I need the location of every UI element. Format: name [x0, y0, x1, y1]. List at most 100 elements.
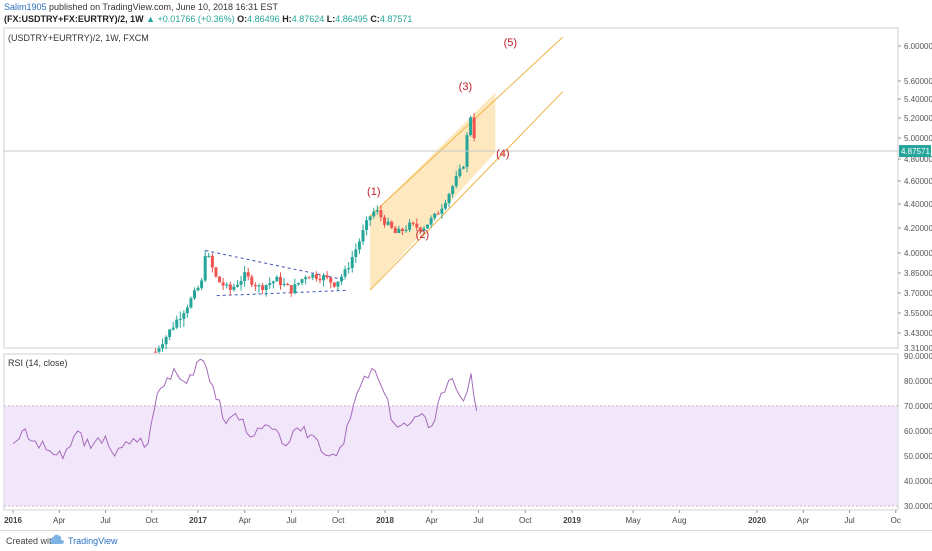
candle-up[interactable]: [239, 281, 243, 285]
candle-down[interactable]: [400, 228, 404, 231]
candle-up[interactable]: [368, 216, 372, 221]
candle-up[interactable]: [300, 279, 304, 283]
candle-down[interactable]: [318, 278, 322, 281]
candle-down[interactable]: [286, 283, 290, 286]
candle-up[interactable]: [372, 211, 376, 217]
candle-up[interactable]: [282, 283, 286, 286]
candle-up[interactable]: [357, 241, 361, 250]
candle-down[interactable]: [289, 285, 293, 294]
candle-down[interactable]: [228, 284, 232, 290]
candle-up[interactable]: [354, 249, 358, 257]
candle-up[interactable]: [161, 344, 165, 349]
candle-down[interactable]: [214, 267, 218, 277]
candle-up[interactable]: [311, 274, 315, 278]
candle-down[interactable]: [221, 282, 225, 286]
candle-down[interactable]: [253, 284, 257, 287]
candle-up[interactable]: [243, 272, 247, 282]
candle-up[interactable]: [207, 255, 211, 257]
candle-down[interactable]: [325, 275, 329, 278]
candle-up[interactable]: [185, 307, 189, 314]
candle-up[interactable]: [157, 348, 161, 352]
candle-up[interactable]: [375, 210, 379, 212]
candle-up[interactable]: [192, 290, 196, 299]
candle-down[interactable]: [218, 276, 222, 283]
candle-down[interactable]: [379, 210, 383, 218]
candle-up[interactable]: [422, 228, 426, 231]
candle-up[interactable]: [433, 213, 437, 219]
price-pane[interactable]: 3.31000 3.43000 3.55000 3.70000 3.85000 4.000…: [3, 27, 932, 355]
candle-down[interactable]: [261, 285, 265, 291]
candle-up[interactable]: [196, 287, 200, 291]
candle-up[interactable]: [203, 256, 207, 281]
candle-up[interactable]: [451, 186, 455, 194]
tradingview-brand-link[interactable]: TradingView: [68, 536, 118, 546]
candle-up[interactable]: [164, 337, 168, 345]
candle-up[interactable]: [404, 229, 408, 231]
candle-up[interactable]: [365, 220, 369, 231]
candle-up[interactable]: [447, 193, 451, 203]
candle-up[interactable]: [182, 313, 186, 319]
candle-up[interactable]: [440, 208, 444, 214]
time-axis-label: 2018: [376, 516, 394, 525]
candle-up[interactable]: [322, 275, 326, 281]
candle-up[interactable]: [168, 329, 172, 338]
candle-up[interactable]: [296, 282, 300, 285]
candle-down[interactable]: [210, 255, 214, 268]
candle-up[interactable]: [408, 222, 412, 230]
candle-up[interactable]: [469, 117, 473, 136]
candle-down[interactable]: [472, 117, 476, 139]
time-axis[interactable]: 2016 Apr Jul Oct 2017 Apr Jul Oct 2018 Apr Jul Oct 2…: [4, 510, 901, 525]
candle-up[interactable]: [454, 176, 458, 187]
candle-up[interactable]: [257, 285, 261, 287]
rsi-line: [12, 358, 478, 460]
candle-down[interactable]: [383, 217, 387, 225]
candle-up[interactable]: [336, 281, 340, 287]
candle-down[interactable]: [314, 274, 318, 279]
rsi-pane[interactable]: 30.0000 40.0000 50.0000 60.0000 70.0000 80.00…: [3, 352, 932, 511]
candle-down[interactable]: [250, 276, 254, 285]
candle-up[interactable]: [275, 276, 279, 282]
candle-down[interactable]: [418, 227, 422, 231]
candle-down[interactable]: [393, 227, 397, 233]
author-link[interactable]: Salim1905: [4, 2, 47, 12]
candle-up[interactable]: [175, 319, 179, 328]
candle-up[interactable]: [232, 286, 236, 290]
candle-up[interactable]: [426, 224, 430, 229]
candle-down[interactable]: [390, 221, 394, 228]
candle-down[interactable]: [307, 277, 311, 279]
candle-up[interactable]: [339, 276, 343, 282]
candle-up[interactable]: [343, 269, 347, 277]
candle-up[interactable]: [268, 283, 272, 286]
candle-down[interactable]: [279, 276, 283, 286]
candle-up[interactable]: [386, 221, 390, 225]
candle-up[interactable]: [178, 318, 182, 320]
candle-up[interactable]: [458, 168, 462, 177]
candle-down[interactable]: [329, 277, 333, 283]
candle-up[interactable]: [235, 284, 239, 287]
candle-up[interactable]: [443, 202, 447, 209]
candle-down[interactable]: [411, 222, 415, 224]
candle-up[interactable]: [264, 285, 268, 291]
candle-down[interactable]: [436, 213, 440, 215]
channel-lower-line: [369, 91, 564, 291]
candle-down[interactable]: [153, 351, 157, 353]
candle-down[interactable]: [332, 282, 336, 287]
candle-up[interactable]: [347, 268, 351, 270]
time-axis-label: Apr: [53, 516, 66, 525]
chart-canvas[interactable]: 3.31000 3.43000 3.55000 3.70000 3.85000 4.000…: [0, 0, 932, 530]
candle-up[interactable]: [304, 277, 308, 280]
candle-down[interactable]: [246, 272, 250, 277]
price-axis-label: 4.40000: [904, 200, 932, 209]
candle-down[interactable]: [415, 223, 419, 228]
candle-up[interactable]: [200, 280, 204, 288]
candle-up[interactable]: [461, 166, 465, 169]
candle-up[interactable]: [189, 298, 193, 308]
candle-up[interactable]: [350, 256, 354, 269]
candle-up[interactable]: [397, 228, 401, 233]
candle-up[interactable]: [171, 327, 175, 330]
candle-up[interactable]: [293, 284, 297, 294]
candle-up[interactable]: [271, 281, 275, 284]
candle-up[interactable]: [225, 284, 229, 286]
candle-up[interactable]: [429, 218, 433, 225]
candle-up[interactable]: [361, 230, 365, 242]
